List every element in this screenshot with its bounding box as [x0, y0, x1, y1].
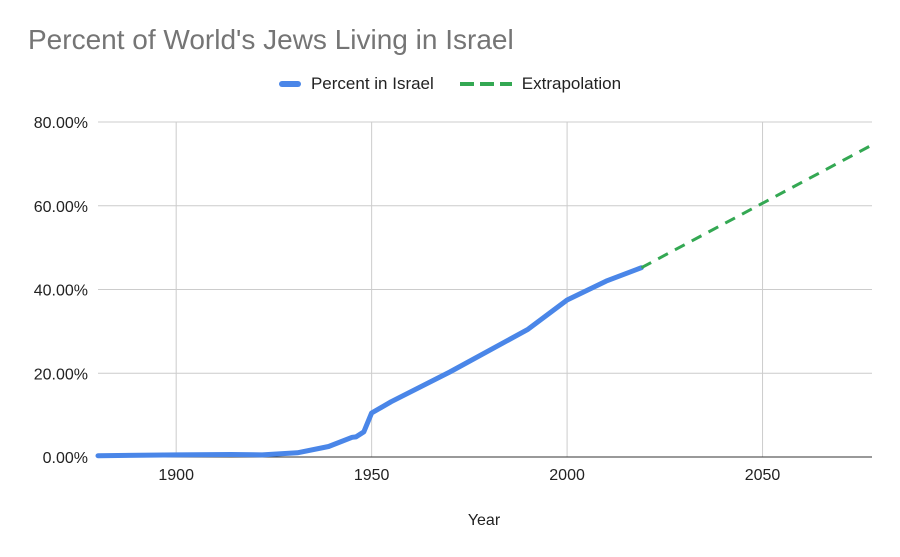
legend-label-extrapolation: Extrapolation	[521, 74, 622, 93]
chart-legend: Percent in Israel Extrapolation	[0, 74, 900, 94]
legend-item-extrapolation[interactable]: Extrapolation	[459, 74, 622, 94]
legend-label-percent-in-israel: Percent in Israel	[310, 74, 434, 93]
x-axis-title: Year	[468, 512, 501, 529]
legend-swatch-extrapolation	[459, 82, 512, 86]
x-tick-label: 2000	[549, 467, 585, 484]
y-tick-label: 60.00%	[34, 199, 88, 216]
y-tick-label: 20.00%	[34, 366, 88, 383]
chart-title: Percent of World's Jews Living in Israel	[28, 24, 514, 55]
x-tick-label: 1900	[158, 467, 194, 484]
y-tick-label: 40.00%	[34, 283, 88, 300]
x-tick-label: 1950	[354, 467, 390, 484]
series-line-percent-in-israel	[95, 265, 644, 459]
legend-swatch-percent-in-israel	[278, 81, 301, 87]
x-tick-label: 2050	[745, 467, 781, 484]
series-line-extrapolation	[640, 143, 873, 270]
y-tick-label: 80.00%	[34, 115, 88, 132]
legend-item-percent-in-israel[interactable]: Percent in Israel	[278, 74, 434, 94]
y-tick-label: 0.00%	[43, 450, 88, 467]
